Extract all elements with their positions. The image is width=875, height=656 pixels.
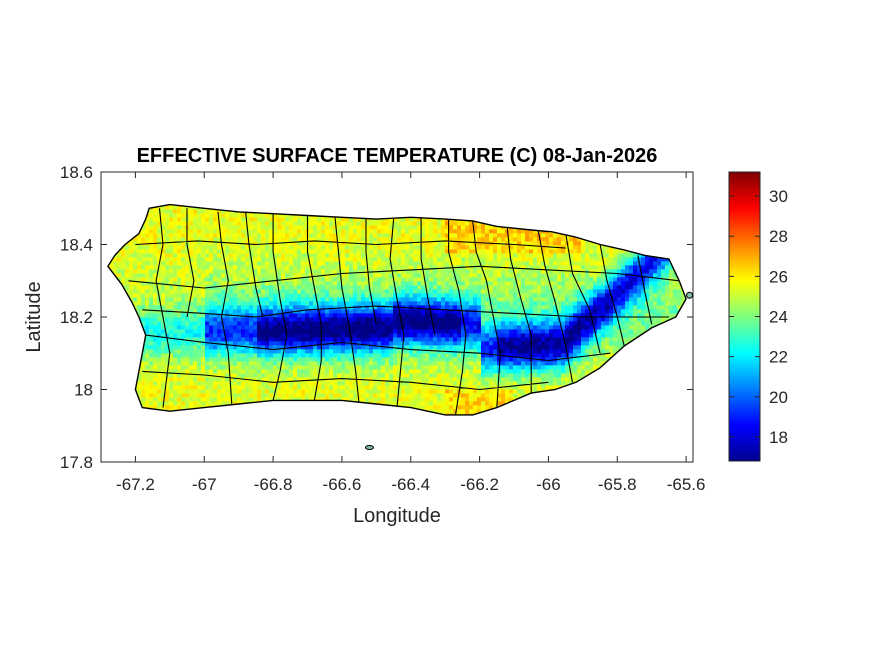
y-axis-ticks: 17.8 18 18.2 18.4 18.6 bbox=[60, 163, 693, 472]
island-coastline bbox=[107, 203, 687, 416]
x-tick-label: -66.2 bbox=[460, 475, 499, 494]
colorbar-ticks: 18 20 22 24 26 28 30 bbox=[729, 187, 788, 447]
x-tick-label: -66 bbox=[536, 475, 561, 494]
y-axis-label: Latitude bbox=[23, 281, 45, 352]
x-axis-label: Longitude bbox=[353, 505, 441, 527]
x-tick-label: -66.4 bbox=[391, 475, 430, 494]
colorbar-tick-label: 22 bbox=[769, 348, 788, 367]
x-tick-label: -65.6 bbox=[667, 475, 706, 494]
map-title: EFFECTIVE SURFACE TEMPERATURE (C) 08-Jan… bbox=[137, 145, 658, 167]
x-tick-label: -65.8 bbox=[598, 475, 637, 494]
colorbar: 18 20 22 24 26 28 30 bbox=[728, 171, 788, 462]
y-tick-label: 18.6 bbox=[60, 163, 93, 182]
colorbar-tick-label: 28 bbox=[769, 227, 788, 246]
x-tick-label: -66.6 bbox=[323, 475, 362, 494]
y-tick-label: 18 bbox=[74, 381, 93, 400]
temperature-heatmap bbox=[107, 204, 687, 415]
colorbar-tick-label: 24 bbox=[769, 308, 788, 327]
x-tick-label: -67.2 bbox=[116, 475, 155, 494]
colorbar-tick-label: 20 bbox=[769, 388, 788, 407]
y-tick-label: 18.2 bbox=[60, 308, 93, 327]
x-tick-label: -66.8 bbox=[254, 475, 293, 494]
colorbar-tick-label: 30 bbox=[769, 187, 788, 206]
municipality-borders bbox=[128, 208, 680, 415]
x-axis-ticks: -67.2 -67 -66.8 -66.6 -66.4 -66.2 -66 -65.8 -65.… bbox=[116, 172, 705, 494]
colorbar-tick-label: 26 bbox=[769, 267, 788, 286]
map-plot-area bbox=[100, 171, 694, 463]
colorbar-tick-label: 18 bbox=[769, 428, 788, 447]
x-tick-label: -67 bbox=[192, 475, 217, 494]
y-tick-label: 17.8 bbox=[60, 453, 93, 472]
y-tick-label: 18.4 bbox=[60, 236, 93, 255]
